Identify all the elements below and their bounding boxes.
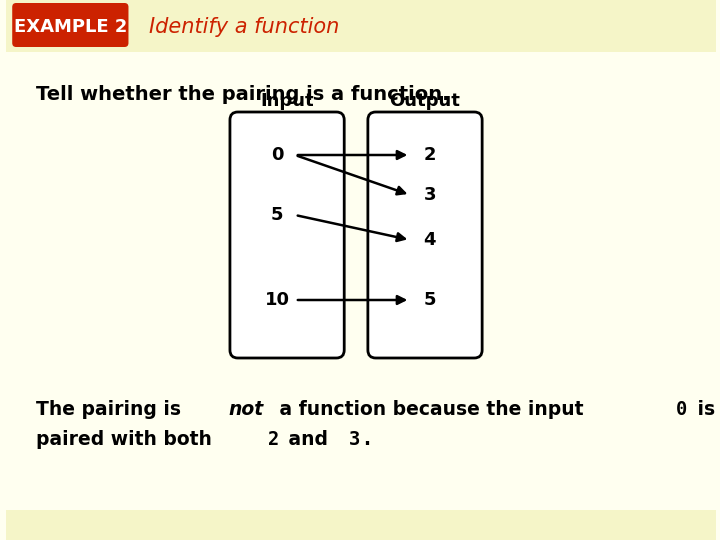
Text: Input: Input	[260, 92, 314, 110]
Text: 4: 4	[423, 231, 436, 249]
Text: 5: 5	[271, 206, 284, 224]
Text: 0: 0	[676, 400, 688, 419]
Text: 0: 0	[271, 146, 284, 164]
Text: 5: 5	[423, 291, 436, 309]
Text: 3: 3	[423, 186, 436, 204]
Text: EXAMPLE 2: EXAMPLE 2	[14, 18, 127, 36]
Text: 10: 10	[265, 291, 289, 309]
FancyBboxPatch shape	[368, 112, 482, 358]
Text: paired with both: paired with both	[36, 430, 218, 449]
Text: a function because the input: a function because the input	[274, 400, 590, 419]
Text: Tell whether the pairing is a function.: Tell whether the pairing is a function.	[36, 85, 449, 104]
FancyBboxPatch shape	[6, 510, 716, 540]
Text: 2: 2	[268, 430, 279, 449]
Text: The pairing is: The pairing is	[36, 400, 187, 419]
Text: Output: Output	[390, 92, 461, 110]
FancyBboxPatch shape	[6, 0, 716, 52]
Text: 2: 2	[423, 146, 436, 164]
Text: .: .	[363, 430, 370, 449]
Text: not: not	[228, 400, 264, 419]
Text: and: and	[282, 430, 335, 449]
Text: 3: 3	[348, 430, 360, 449]
Text: Identify a function: Identify a function	[149, 17, 340, 37]
FancyBboxPatch shape	[230, 112, 344, 358]
Text: is: is	[690, 400, 715, 419]
FancyBboxPatch shape	[12, 3, 128, 47]
